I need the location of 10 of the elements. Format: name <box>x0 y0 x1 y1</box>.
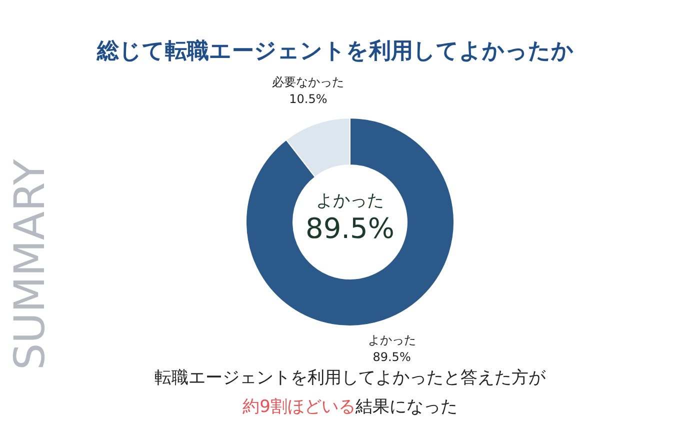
data-label: 89.5% <box>372 350 411 364</box>
slice-label: よかった <box>368 333 416 348</box>
text: よかった 89.5% <box>306 191 394 245</box>
data-label: 10.5% <box>289 92 328 106</box>
text: 転職エージェントを利用してよかったと答えた方が <box>154 368 546 388</box>
chart-title: 総じて転職エージェントを利用してよかったか <box>96 39 574 64</box>
text: 約9割ほどいる結果になった <box>242 397 458 417</box>
slice-label: 必要なかった <box>272 74 344 89</box>
donut-slice <box>246 118 454 326</box>
text: SUMMARY <box>5 158 54 370</box>
